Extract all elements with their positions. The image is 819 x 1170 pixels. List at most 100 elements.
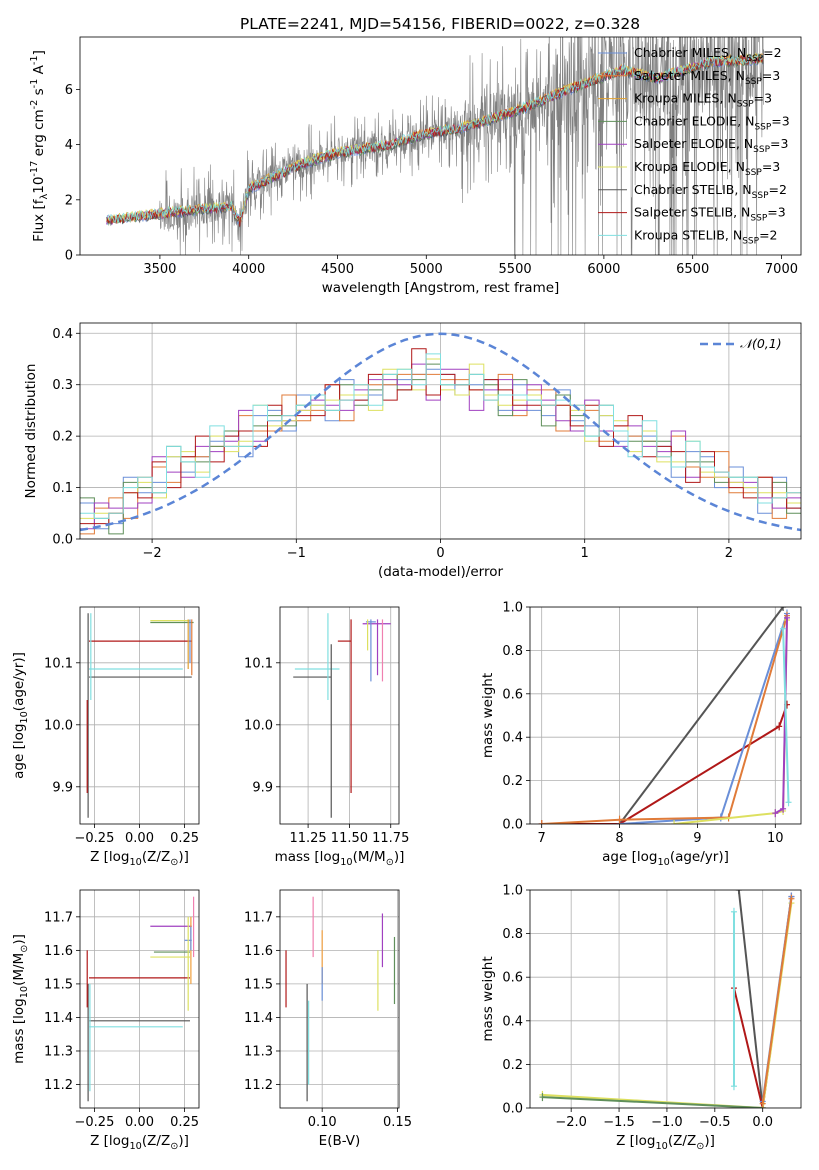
y-tick-label: 0.2 — [502, 1058, 523, 1073]
y-tick-label: 11.4 — [44, 1011, 73, 1026]
x-tick-label: 4000 — [232, 262, 265, 277]
panel-residuals: −2 −1 0 1 2 0.0 0.1 0.2 0.3 0.4 (data-model)/error… — [23, 322, 802, 580]
panel-weight-vs-Z: −2.0 −1.5 −1.0 −0.5 0.0 0.0 0.2 0.4 0.6 0.8 1.0 Z [… — [480, 884, 802, 1152]
x-tick-label: 6000 — [587, 262, 620, 277]
y-tick-label: 0.4 — [502, 1014, 523, 1029]
x-tick-label: 0.25 — [170, 1115, 199, 1130]
y-tick-label: 2 — [65, 193, 73, 208]
legend-entry: 𝒩(0,1) — [740, 336, 782, 351]
y-tick-label: 11.2 — [244, 1078, 273, 1093]
y-tick-label: 11.3 — [244, 1044, 273, 1059]
y-tick-label: 11.6 — [44, 944, 73, 959]
y-tick-label: 9.9 — [252, 780, 273, 795]
x-tick-label: 7000 — [765, 262, 798, 277]
plot-area — [80, 323, 801, 539]
weight-line — [737, 890, 764, 1108]
y-tick-label: 11.7 — [244, 910, 273, 925]
y-tick-label: 6 — [65, 83, 73, 98]
y-tick-label: 10.0 — [44, 718, 73, 733]
x-tick-label: 0.00 — [125, 1115, 154, 1130]
x-tick-label: 1 — [581, 546, 589, 561]
x-tick-label: 0.25 — [170, 831, 199, 846]
y-tick-label: 11.6 — [244, 944, 273, 959]
axes-frame — [529, 889, 802, 1109]
y-tick-label: 0.6 — [502, 687, 523, 702]
weight-line — [761, 898, 793, 1104]
plot-area — [80, 607, 199, 824]
y-tick-label: 0.4 — [52, 327, 73, 342]
plot-area — [530, 890, 801, 1108]
weight-line — [618, 607, 784, 824]
legend-entry: Salpeter ELODIE, NSSP=3 — [634, 136, 788, 155]
x-axis-label: wavelength [Angstrom, rest frame] — [322, 280, 560, 296]
panel-age-vs-Z: −0.25 0.00 0.25 9.9 10.0 10.1 Z [log10(Z/Z⊙)] a… — [11, 606, 200, 868]
model-line — [106, 54, 764, 227]
y-axis-label: mass weight — [480, 956, 496, 1041]
axes-frame — [529, 606, 802, 825]
x-axis-label: E(B-V) — [319, 1133, 361, 1149]
x-axis-label: Z [log10(Z/Z⊙)] — [90, 849, 189, 868]
weight-line — [541, 704, 788, 824]
spectrum-legend: Chabrier MILES, NSSP=2 Salpeter MILES, NS… — [598, 45, 790, 246]
y-axis-label: mass weight — [480, 673, 496, 758]
x-tick-label: −2 — [143, 546, 162, 561]
legend-entry: Chabrier STELIB, NSSP=2 — [634, 182, 787, 201]
x-axis-label: age [log10(age/yr)] — [602, 849, 729, 868]
plot-area — [106, 37, 764, 255]
y-tick-label: 0.2 — [502, 774, 523, 789]
x-tick-label: 4500 — [321, 262, 354, 277]
x-tick-label: −2.0 — [555, 1115, 587, 1130]
panel-age-vs-mass: 11.25 11.50 11.75 9.9 10.0 10.1 mass [log10(M/… — [244, 606, 409, 868]
x-tick-label: 11.75 — [372, 831, 409, 846]
y-tick-label: 0.3 — [52, 378, 73, 393]
y-tick-label: 0.0 — [502, 818, 523, 833]
x-tick-label: 0.0 — [752, 1115, 773, 1130]
x-tick-label: 6500 — [676, 262, 709, 277]
y-tick-label: 11.5 — [244, 977, 273, 992]
x-tick-label: 8 — [615, 831, 623, 846]
weight-line — [541, 615, 788, 824]
x-tick-label: −1.0 — [651, 1115, 683, 1130]
model-line — [106, 53, 764, 224]
x-tick-label: 5500 — [499, 262, 532, 277]
y-axis-label: age [log10(age/yr)] — [11, 652, 30, 779]
weight-line — [782, 628, 790, 803]
y-tick-label: 0.2 — [52, 430, 73, 445]
x-axis-label: mass [log10(M/M⊙)] — [275, 849, 405, 868]
y-tick-label: 9.9 — [52, 780, 73, 795]
panel-mass-vs-EBV: 0.10 0.15 11.2 11.3 11.4 11.5 11.6 11.7 E(B-V) — [244, 889, 412, 1149]
plot-area — [80, 890, 199, 1108]
legend-entry: Kroupa ELODIE, NSSP=3 — [634, 159, 780, 178]
y-axis-label: Normed distribution — [23, 364, 39, 499]
x-tick-label: 11.50 — [331, 831, 368, 846]
plot-area — [530, 607, 801, 824]
x-tick-label: 0.00 — [125, 831, 154, 846]
x-tick-label: 9 — [693, 831, 701, 846]
y-tick-label: 0.4 — [502, 731, 523, 746]
axes-frame — [79, 36, 802, 256]
x-axis-label: (data-model)/error — [378, 564, 504, 580]
x-tick-label: 7 — [538, 831, 546, 846]
x-axis-label: Z [log10(Z/Z⊙)] — [90, 1133, 189, 1152]
y-tick-label: 0.0 — [502, 1102, 523, 1117]
x-tick-label: 3500 — [143, 262, 176, 277]
y-tick-label: 11.7 — [44, 910, 73, 925]
y-tick-label: 10.0 — [244, 718, 273, 733]
axes-frame — [279, 606, 400, 825]
x-tick-label: −0.5 — [699, 1115, 731, 1130]
y-tick-label: 11.5 — [44, 977, 73, 992]
legend-entry: Salpeter STELIB, NSSP=3 — [634, 205, 786, 224]
y-tick-label: 11.4 — [244, 1011, 273, 1026]
x-tick-label: 10 — [767, 831, 784, 846]
y-tick-label: 1.0 — [502, 884, 523, 899]
axes-frame — [279, 889, 400, 1109]
figure-title: PLATE=2241, MJD=54156, FIBERID=0022, z=0… — [240, 15, 640, 33]
y-tick-label: 0.8 — [502, 644, 523, 659]
y-tick-label: 4 — [65, 138, 73, 153]
panel-weight-vs-age: 7 8 9 10 0.0 0.2 0.4 0.6 0.8 1.0 age [log10(age/yr… — [480, 601, 802, 868]
y-axis-label: mass [log10(M/M⊙)] — [11, 934, 30, 1064]
x-tick-label: 2 — [725, 546, 733, 561]
plot-area — [280, 890, 399, 1108]
weight-line — [542, 1096, 763, 1108]
